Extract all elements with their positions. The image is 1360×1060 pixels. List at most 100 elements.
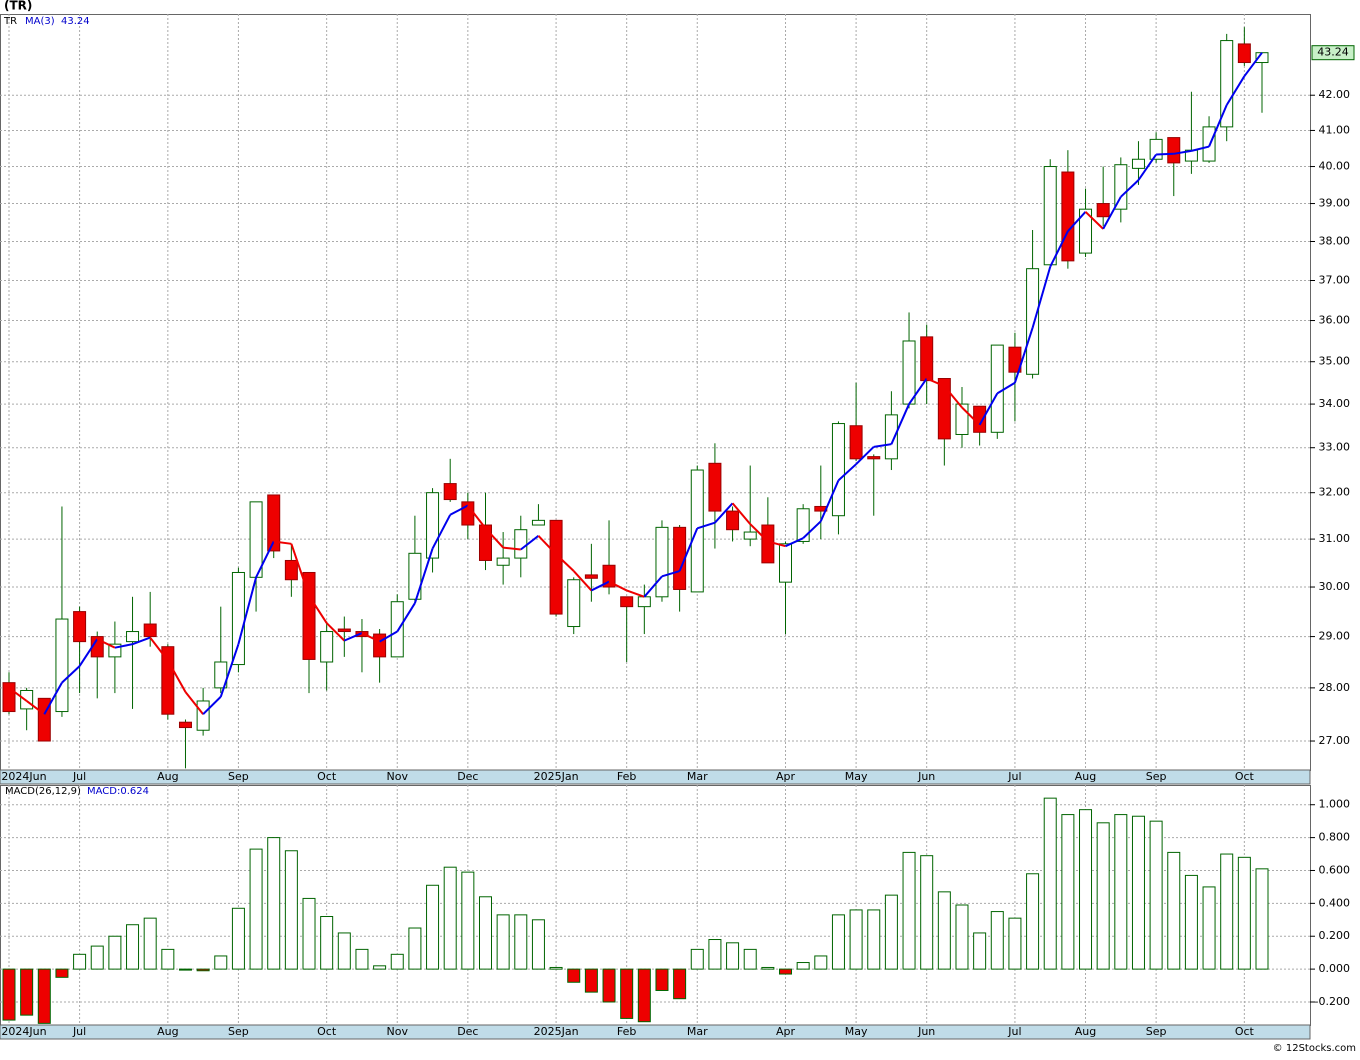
macd-bar bbox=[126, 924, 140, 970]
ma-line bbox=[396, 602, 416, 633]
macd-bar bbox=[602, 968, 616, 1003]
ma-line bbox=[608, 580, 628, 592]
x-tick-label: Jul bbox=[1007, 1025, 1021, 1038]
ma-line bbox=[1243, 52, 1263, 77]
macd-bar bbox=[1237, 856, 1251, 970]
x-tick-label: Jul bbox=[72, 1025, 86, 1038]
x-tick-label: Oct bbox=[1235, 1025, 1255, 1038]
candle-body bbox=[143, 623, 157, 638]
ma-line bbox=[1156, 152, 1174, 156]
x-tick-label: 2024Jun bbox=[1, 1025, 46, 1038]
macd-bar bbox=[796, 962, 810, 970]
candle-body bbox=[1026, 268, 1040, 375]
ma-line bbox=[714, 502, 734, 524]
y-tick-label: 34.00 bbox=[1319, 397, 1351, 410]
candle-body bbox=[320, 631, 334, 663]
ma-line bbox=[1225, 75, 1246, 106]
candle-body bbox=[443, 483, 457, 501]
macd-bar bbox=[849, 909, 863, 970]
ma-line bbox=[219, 643, 240, 698]
ma-line bbox=[325, 622, 346, 642]
y-tick-label: -0.200 bbox=[1315, 995, 1350, 1008]
ma-line bbox=[978, 392, 999, 426]
macd-bar bbox=[867, 909, 881, 970]
y-tick-label: 38.00 bbox=[1319, 235, 1351, 248]
ma-line bbox=[484, 527, 504, 549]
candle-body bbox=[584, 574, 598, 579]
candle-body bbox=[1079, 208, 1093, 254]
macd-bar bbox=[373, 965, 387, 970]
ma-line bbox=[290, 543, 310, 597]
candle-body bbox=[602, 564, 616, 588]
macd-bar bbox=[426, 884, 440, 970]
y-tick-label: 0.200 bbox=[1319, 929, 1351, 942]
macd-bar bbox=[249, 848, 263, 970]
macd-bar bbox=[637, 968, 651, 1023]
y-tick-label: 35.00 bbox=[1319, 355, 1351, 368]
x-tick-label: Aug bbox=[1075, 770, 1096, 783]
macd-bar bbox=[779, 968, 793, 975]
macd-bar bbox=[973, 932, 987, 970]
macd-bar bbox=[302, 897, 316, 970]
candle-body bbox=[796, 508, 810, 542]
ma-line bbox=[379, 630, 398, 643]
macd-bar bbox=[1202, 886, 1216, 970]
macd-bar bbox=[143, 917, 157, 970]
candle-body bbox=[620, 596, 634, 608]
y-tick-label: 0.600 bbox=[1319, 863, 1351, 876]
legend-ticker: TR bbox=[3, 16, 17, 27]
y-tick-label: 0.000 bbox=[1319, 962, 1351, 975]
ma-line bbox=[1067, 211, 1087, 232]
macd-bar bbox=[708, 939, 722, 970]
y-tick-label: 31.00 bbox=[1319, 532, 1351, 545]
ma-line bbox=[8, 687, 28, 702]
macd-bar bbox=[1061, 814, 1075, 970]
ma-line bbox=[943, 385, 963, 409]
x-tick-label: Nov bbox=[387, 770, 409, 783]
ma-line bbox=[132, 636, 151, 646]
x-tick-label: Apr bbox=[776, 770, 796, 783]
x-tick-label: Sep bbox=[1146, 1025, 1167, 1038]
macd-bar bbox=[514, 914, 528, 970]
ma-line bbox=[1137, 153, 1157, 181]
ma-line bbox=[537, 535, 557, 555]
ma-line bbox=[643, 575, 663, 598]
macd-bar bbox=[690, 948, 704, 970]
candle-body bbox=[831, 423, 845, 517]
ma-line bbox=[255, 541, 275, 578]
x-tick-label: Feb bbox=[617, 770, 636, 783]
macd-bar bbox=[267, 837, 281, 970]
macd-bar bbox=[355, 948, 369, 970]
y-tick-label: 30.00 bbox=[1319, 580, 1351, 593]
y-tick-label: 39.00 bbox=[1319, 197, 1351, 210]
x-tick-label: Aug bbox=[157, 1025, 178, 1038]
macd-bar bbox=[902, 851, 916, 970]
candle-body bbox=[20, 689, 34, 710]
y-tick-label: 40.00 bbox=[1319, 160, 1351, 173]
candle-body bbox=[1096, 203, 1110, 218]
macd-bar bbox=[584, 968, 598, 993]
macd-bar bbox=[1008, 917, 1022, 970]
macd-bar bbox=[831, 914, 845, 970]
candle-body bbox=[161, 646, 175, 715]
x-tick-label: 2025Jan bbox=[534, 1025, 579, 1038]
candle-body bbox=[761, 524, 775, 564]
x-tick-label: Apr bbox=[776, 1025, 796, 1038]
ma-line bbox=[996, 381, 1016, 395]
ma-line bbox=[1102, 196, 1122, 230]
ma-line bbox=[696, 521, 716, 530]
candle-body bbox=[178, 721, 192, 729]
chart-title: (TR) bbox=[4, 0, 32, 13]
ma-line bbox=[908, 377, 928, 405]
ma-line bbox=[61, 665, 81, 684]
date-strip bbox=[0, 769, 1311, 785]
ma-line bbox=[926, 377, 945, 388]
macd-bar bbox=[620, 968, 634, 1019]
ma-line bbox=[273, 540, 292, 545]
legend-ma-value: 43.24 bbox=[61, 16, 90, 27]
y-tick-label: 28.00 bbox=[1319, 681, 1351, 694]
ma-line bbox=[202, 696, 222, 715]
macd-bar bbox=[531, 919, 545, 970]
y-tick-label: 27.00 bbox=[1319, 734, 1351, 747]
x-tick-label: Sep bbox=[1146, 770, 1167, 783]
